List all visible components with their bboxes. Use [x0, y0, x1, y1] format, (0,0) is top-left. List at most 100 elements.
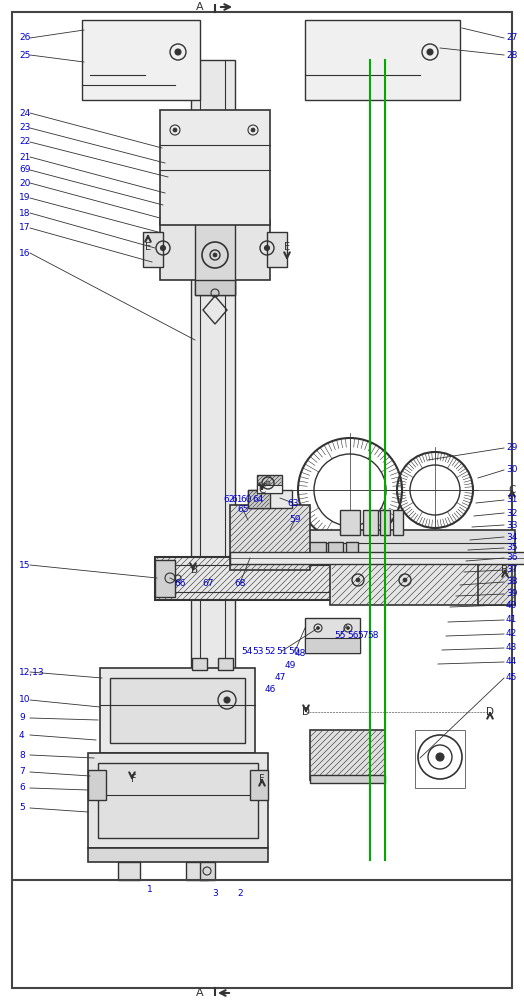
- Bar: [340, 510, 360, 535]
- Bar: [88, 770, 106, 800]
- Text: 48: 48: [294, 648, 305, 658]
- Bar: [330, 555, 515, 605]
- Bar: [218, 658, 233, 670]
- Bar: [393, 510, 403, 535]
- Text: 26: 26: [19, 33, 30, 42]
- Text: 68: 68: [234, 578, 246, 587]
- Bar: [155, 560, 175, 597]
- Text: B: B: [191, 565, 199, 575]
- Text: C: C: [258, 485, 266, 495]
- Text: 27: 27: [506, 33, 517, 42]
- Bar: [363, 510, 378, 535]
- Text: 23: 23: [19, 123, 30, 132]
- Text: 42: 42: [506, 630, 517, 639]
- Circle shape: [224, 697, 230, 703]
- Bar: [88, 753, 268, 848]
- Text: 30: 30: [506, 466, 518, 475]
- Text: 47: 47: [274, 674, 286, 682]
- Text: 24: 24: [19, 108, 30, 117]
- Text: 20: 20: [19, 178, 30, 188]
- Text: 55: 55: [334, 632, 346, 641]
- Bar: [415, 730, 465, 788]
- Text: 34: 34: [506, 532, 517, 542]
- Text: 64: 64: [253, 494, 264, 504]
- Text: 21: 21: [19, 152, 30, 161]
- Text: E: E: [145, 242, 151, 252]
- Text: E: E: [284, 242, 290, 252]
- Text: 25: 25: [19, 50, 30, 60]
- Bar: [191, 60, 235, 855]
- Text: 10: 10: [19, 696, 30, 704]
- Bar: [200, 862, 215, 880]
- Text: 4: 4: [19, 730, 25, 740]
- Text: 15: 15: [19, 560, 30, 570]
- Bar: [285, 542, 305, 562]
- Text: 22: 22: [19, 137, 30, 146]
- Bar: [230, 505, 310, 570]
- Bar: [285, 530, 515, 560]
- Circle shape: [251, 128, 255, 132]
- Text: 7: 7: [19, 768, 25, 776]
- Text: 2: 2: [237, 888, 243, 898]
- Text: 66: 66: [174, 578, 185, 587]
- Text: 60: 60: [240, 494, 252, 504]
- Text: D: D: [302, 707, 310, 717]
- Circle shape: [436, 753, 444, 761]
- Text: 53: 53: [252, 647, 264, 656]
- Bar: [310, 730, 385, 780]
- Text: 46: 46: [264, 686, 276, 694]
- Text: 52: 52: [264, 647, 276, 656]
- Text: 17: 17: [19, 224, 30, 232]
- Text: D: D: [486, 707, 494, 717]
- Text: 37: 37: [506, 566, 518, 574]
- Bar: [346, 542, 358, 562]
- Text: 18: 18: [19, 209, 30, 218]
- Text: 33: 33: [506, 520, 518, 530]
- Bar: [230, 552, 524, 564]
- Text: 36: 36: [506, 554, 518, 562]
- Bar: [192, 658, 207, 670]
- Bar: [310, 775, 385, 783]
- Bar: [380, 510, 390, 535]
- Text: 12,13: 12,13: [19, 668, 45, 676]
- Bar: [160, 220, 270, 280]
- Circle shape: [266, 481, 270, 485]
- Bar: [478, 555, 512, 605]
- Text: 59: 59: [289, 516, 301, 524]
- Text: 28: 28: [506, 50, 517, 60]
- Text: 67: 67: [202, 578, 214, 587]
- Text: 69: 69: [19, 165, 30, 174]
- Text: 65: 65: [237, 506, 249, 514]
- Circle shape: [265, 245, 269, 250]
- Circle shape: [346, 626, 350, 630]
- Text: A: A: [196, 988, 204, 998]
- Text: 9: 9: [19, 714, 25, 722]
- Circle shape: [175, 49, 181, 55]
- Text: 16: 16: [19, 248, 30, 257]
- Text: 62: 62: [223, 494, 235, 504]
- Text: B: B: [501, 565, 509, 575]
- Text: 39: 39: [506, 589, 518, 598]
- Bar: [257, 475, 282, 493]
- Text: F: F: [259, 774, 265, 784]
- Text: A: A: [196, 2, 204, 12]
- Text: 1: 1: [147, 886, 153, 894]
- Bar: [195, 205, 235, 295]
- Bar: [186, 862, 208, 880]
- Text: 44: 44: [506, 658, 517, 666]
- Text: F: F: [131, 774, 137, 784]
- Text: 19: 19: [19, 194, 30, 202]
- Bar: [143, 232, 163, 267]
- Text: 32: 32: [506, 508, 517, 518]
- Bar: [155, 557, 510, 600]
- Text: 61: 61: [231, 494, 243, 504]
- Bar: [248, 490, 270, 508]
- Circle shape: [160, 245, 166, 250]
- Bar: [110, 678, 245, 743]
- Bar: [118, 862, 140, 880]
- Circle shape: [213, 253, 217, 257]
- Circle shape: [403, 578, 407, 582]
- Circle shape: [356, 578, 360, 582]
- Bar: [328, 542, 343, 562]
- Bar: [250, 770, 268, 800]
